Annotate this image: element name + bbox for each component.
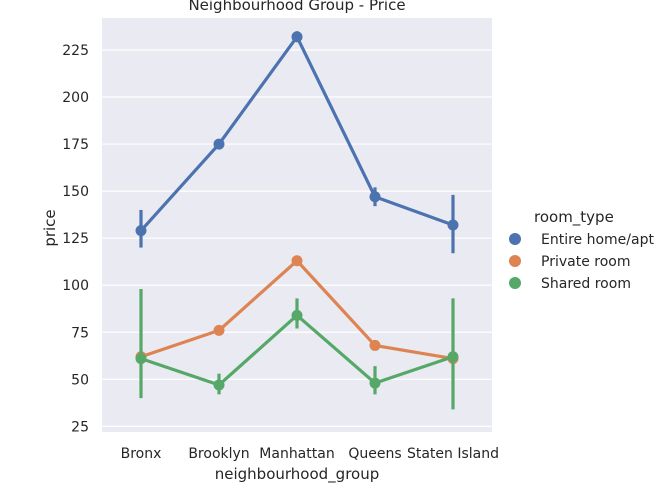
- grid-lines: [102, 49, 492, 427]
- data-point: [213, 138, 225, 150]
- x-tick-label: Queens: [348, 446, 401, 462]
- data-point: [447, 219, 459, 231]
- data-point: [135, 353, 147, 365]
- data-point: [447, 351, 459, 363]
- x-tick-label: Brooklyn: [188, 446, 249, 462]
- series-lines: [135, 31, 459, 410]
- data-point: [291, 255, 303, 267]
- chart-title: Neighbourhood Group - Price: [188, 0, 405, 14]
- data-point: [213, 324, 225, 336]
- data-point: [213, 379, 225, 391]
- y-tick-label: 125: [62, 231, 89, 247]
- legend-marker: [509, 277, 521, 289]
- legend: room_type Entire home/apt Private room Sha…: [509, 208, 654, 292]
- y-axis-label: price: [41, 209, 59, 246]
- plot-area: [102, 18, 492, 432]
- y-tick-label: 25: [71, 419, 89, 435]
- legend-label: Private room: [541, 254, 630, 270]
- x-tick-label: Bronx: [121, 446, 162, 462]
- legend-marker: [509, 255, 521, 267]
- x-tick-labels: Bronx Brooklyn Manhattan Queens Staten Islan…: [121, 446, 499, 462]
- x-tick-label: Manhattan: [259, 446, 334, 462]
- x-axis-label: neighbourhood_group: [215, 465, 380, 484]
- data-point: [291, 31, 303, 43]
- y-tick-label: 175: [62, 137, 89, 153]
- data-point: [291, 309, 303, 321]
- legend-label: Shared room: [541, 276, 631, 292]
- y-tick-label: 200: [62, 90, 89, 106]
- legend-title: room_type: [534, 208, 614, 227]
- y-tick-label: 50: [71, 372, 89, 388]
- data-point: [369, 377, 381, 389]
- y-tick-labels: 25 50 75 100 125 150 175 200 225: [62, 43, 89, 435]
- y-tick-label: 150: [62, 184, 89, 200]
- legend-label: Entire home/apt: [541, 232, 654, 248]
- data-point: [135, 225, 147, 237]
- legend-marker: [509, 233, 521, 245]
- x-tick-label: Staten Island: [407, 446, 499, 462]
- data-point: [369, 191, 381, 203]
- y-tick-label: 75: [71, 325, 89, 341]
- y-tick-label: 100: [62, 278, 89, 294]
- data-point: [369, 339, 381, 351]
- y-tick-label: 225: [62, 43, 89, 59]
